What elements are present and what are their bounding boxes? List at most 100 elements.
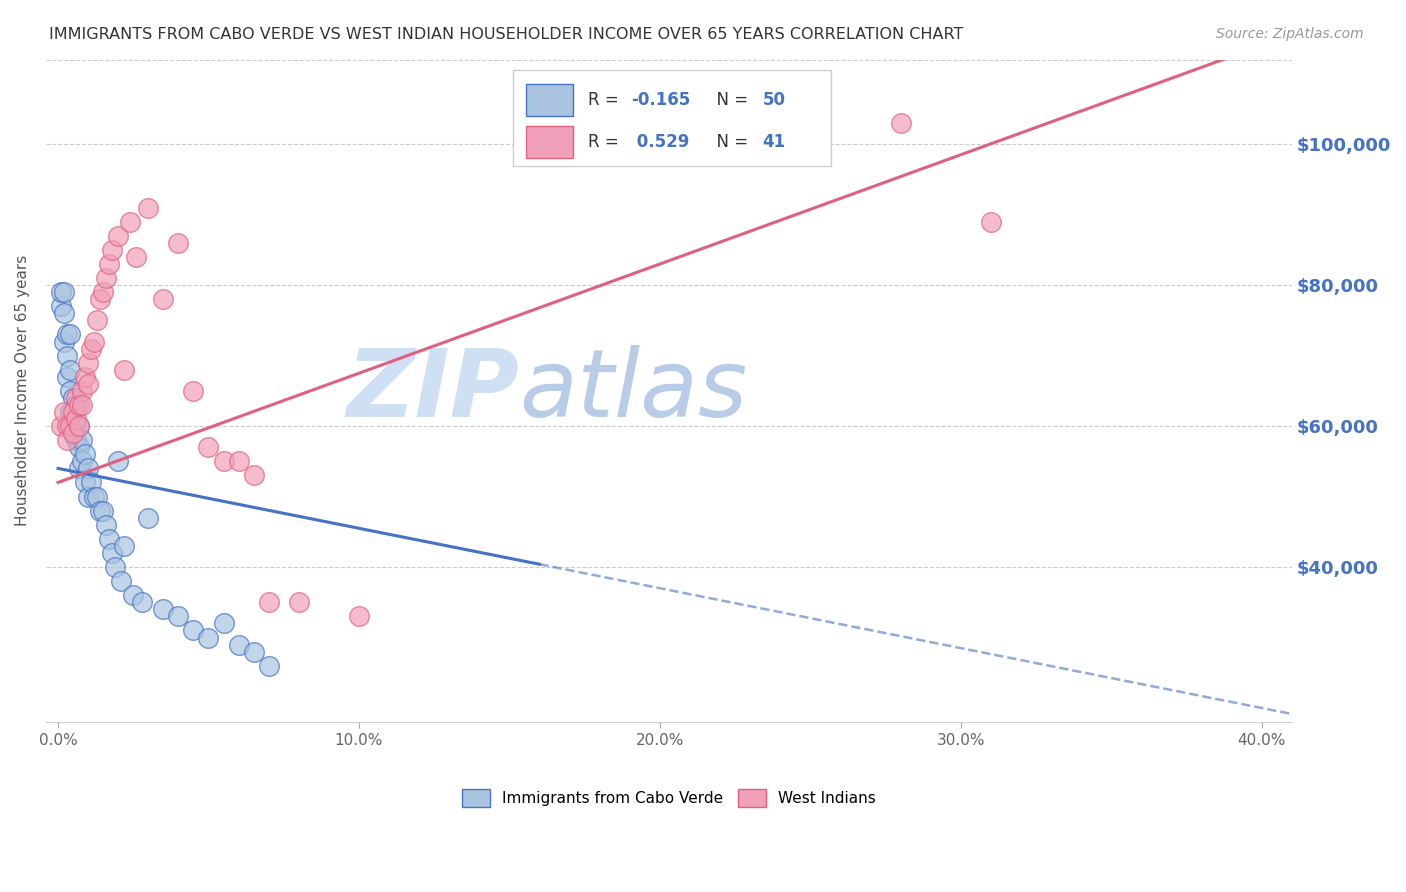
Text: -0.165: -0.165: [631, 91, 690, 109]
Point: [53, 285, 76, 300]
Point: [122, 588, 145, 602]
Bar: [526, 84, 572, 116]
Point: [67, 398, 90, 412]
Point: [96, 517, 118, 532]
Point: [77, 490, 100, 504]
Point: [242, 645, 264, 659]
Point: [98, 257, 121, 271]
Point: [197, 631, 219, 645]
Point: [152, 602, 174, 616]
Point: [136, 201, 159, 215]
Text: 41: 41: [762, 133, 786, 151]
Point: [59, 405, 82, 419]
Point: [89, 503, 111, 517]
Point: [980, 215, 1002, 229]
Bar: [526, 126, 572, 158]
Point: [107, 228, 129, 243]
Point: [131, 595, 153, 609]
Point: [80, 475, 103, 490]
Point: [67, 440, 90, 454]
Point: [107, 454, 129, 468]
Point: [242, 468, 264, 483]
Point: [125, 250, 148, 264]
Text: atlas: atlas: [519, 345, 748, 436]
Point: [83, 490, 105, 504]
Point: [112, 362, 135, 376]
Point: [183, 384, 205, 398]
Point: [53, 334, 76, 349]
Text: 50: 50: [762, 91, 786, 109]
Legend: Immigrants from Cabo Verde, West Indians: Immigrants from Cabo Verde, West Indians: [456, 783, 882, 813]
Point: [212, 616, 235, 631]
Text: Source: ZipAtlas.com: Source: ZipAtlas.com: [1216, 27, 1364, 41]
Point: [91, 503, 114, 517]
Y-axis label: Householder Income Over 65 years: Householder Income Over 65 years: [15, 255, 30, 526]
Point: [101, 243, 124, 257]
Point: [49, 299, 72, 313]
Point: [65, 391, 87, 405]
Text: N =: N =: [706, 91, 754, 109]
Point: [56, 349, 79, 363]
Point: [86, 490, 108, 504]
Point: [347, 609, 370, 624]
Point: [104, 560, 127, 574]
Point: [62, 412, 84, 426]
Point: [70, 433, 93, 447]
Point: [89, 292, 111, 306]
Point: [59, 327, 82, 342]
Point: [62, 405, 84, 419]
Point: [62, 426, 84, 441]
Point: [75, 447, 97, 461]
Text: N =: N =: [706, 133, 754, 151]
Point: [77, 356, 100, 370]
Point: [59, 419, 82, 434]
Point: [257, 595, 280, 609]
Point: [101, 546, 124, 560]
Point: [59, 362, 82, 376]
Point: [83, 334, 105, 349]
Point: [91, 285, 114, 300]
Point: [49, 285, 72, 300]
Point: [183, 624, 205, 638]
Point: [67, 419, 90, 434]
Point: [287, 595, 309, 609]
Point: [53, 405, 76, 419]
Point: [152, 292, 174, 306]
Point: [70, 454, 93, 468]
Point: [70, 384, 93, 398]
Point: [80, 342, 103, 356]
Point: [112, 539, 135, 553]
Point: [136, 510, 159, 524]
Text: 0.529: 0.529: [631, 133, 690, 151]
Point: [65, 433, 87, 447]
Point: [120, 215, 142, 229]
Point: [67, 461, 90, 475]
Point: [56, 327, 79, 342]
Text: R =: R =: [588, 133, 624, 151]
Point: [77, 461, 100, 475]
Point: [75, 475, 97, 490]
Point: [110, 574, 132, 589]
Point: [212, 454, 235, 468]
Text: R =: R =: [588, 91, 624, 109]
Point: [70, 398, 93, 412]
Point: [96, 271, 118, 285]
Point: [890, 116, 912, 130]
Point: [228, 454, 250, 468]
Point: [56, 369, 79, 384]
Point: [86, 313, 108, 327]
Point: [56, 433, 79, 447]
Point: [59, 384, 82, 398]
Point: [98, 532, 121, 546]
Point: [228, 638, 250, 652]
Point: [53, 306, 76, 320]
Text: IMMIGRANTS FROM CABO VERDE VS WEST INDIAN HOUSEHOLDER INCOME OVER 65 YEARS CORRE: IMMIGRANTS FROM CABO VERDE VS WEST INDIA…: [49, 27, 963, 42]
Point: [197, 440, 219, 454]
Point: [65, 412, 87, 426]
Point: [75, 369, 97, 384]
Point: [167, 609, 190, 624]
Point: [49, 419, 72, 434]
Text: ZIP: ZIP: [346, 345, 519, 437]
FancyBboxPatch shape: [513, 70, 831, 166]
Point: [65, 398, 87, 412]
